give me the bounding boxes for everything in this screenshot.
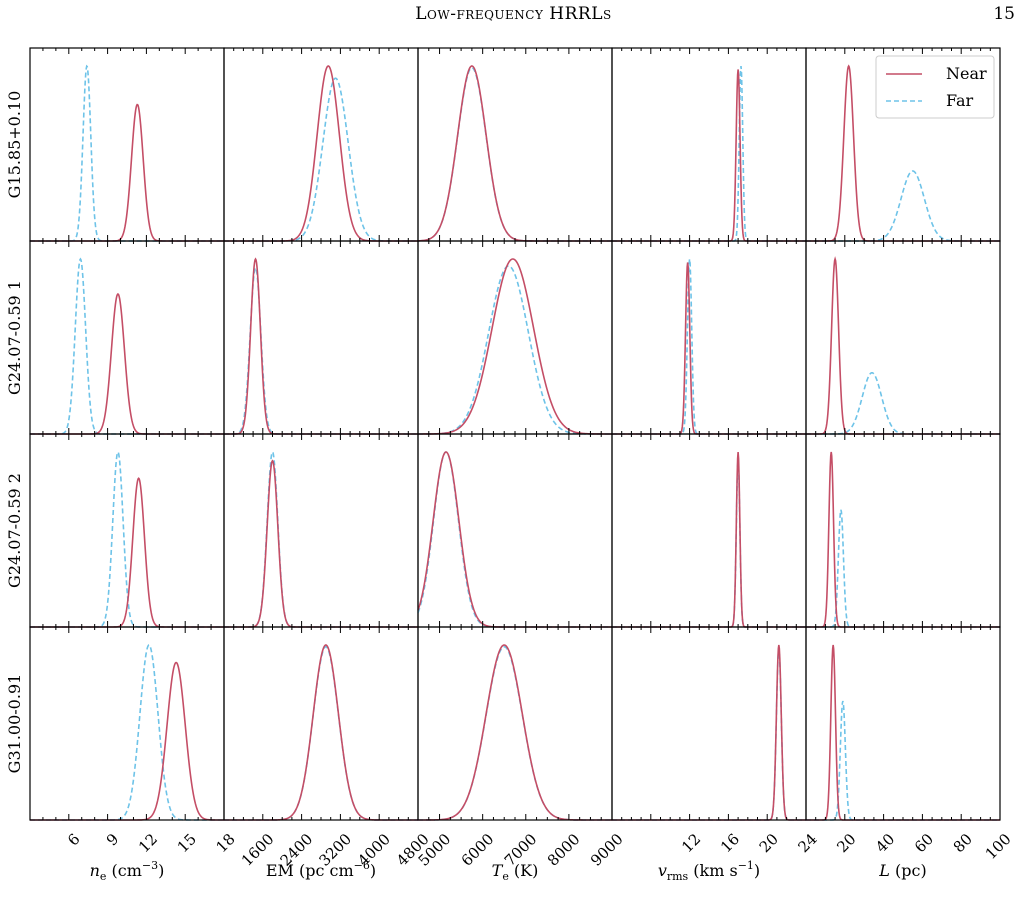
near-curve-1-vrms: [612, 262, 806, 435]
panel-2-em: [223, 433, 419, 628]
panel-frame: [417, 47, 613, 242]
panel-frame: [611, 47, 807, 242]
row-label-2: G24.07-0.59 2: [5, 473, 24, 588]
panel-frame: [611, 433, 807, 628]
far-curve-0-te: [417, 66, 612, 242]
near-curve-3-em: [224, 644, 418, 821]
panel-3-ne: [29, 626, 225, 821]
near-curve-2-em: [224, 459, 418, 628]
panel-frame: [417, 433, 613, 628]
legend-label-near: Near: [946, 64, 987, 83]
near-curve-0-te: [417, 65, 612, 242]
panel-frame: [417, 626, 613, 821]
panel-2-te: [417, 433, 613, 628]
panel-2-L: [805, 433, 1001, 628]
near-curve-0-ne: [30, 103, 224, 242]
page-header: Low-frequency HRRLs 15: [0, 0, 1027, 30]
far-curve-3-ne: [30, 644, 224, 821]
near-curve-3-vrms: [612, 644, 806, 821]
panel-3-L: [805, 626, 1001, 821]
x-axis-label-em: EM (pc cm−6): [266, 859, 376, 880]
tick-label-vrms-20: 20: [756, 830, 782, 856]
tick-label-L-60: 60: [911, 830, 937, 856]
panel-2-vrms: [611, 433, 807, 628]
panel-frame: [29, 240, 225, 435]
panel-frame: [29, 626, 225, 821]
near-curve-1-te: [417, 258, 612, 435]
near-curve-2-te: [417, 451, 612, 628]
tick-label-L-40: 40: [872, 830, 898, 856]
legend: Near Far: [875, 55, 995, 119]
tick-label-L-20: 20: [833, 830, 859, 856]
panel-1-ne: [29, 240, 225, 435]
x-axis-label-te: Te (K): [492, 861, 539, 883]
near-curve-3-ne: [30, 661, 224, 821]
far-curve-2-em: [224, 450, 418, 628]
near-curve-3-L: [806, 644, 1000, 821]
near-curve-0-vrms: [612, 69, 806, 242]
x-axis-label-L: L (pc): [878, 861, 926, 880]
tick-label-L-100: 100: [982, 830, 1015, 863]
panel-0-vrms: [611, 47, 807, 242]
panel-1-em: [223, 240, 419, 435]
panel-0-ne: [29, 47, 225, 242]
far-curve-2-te: [417, 451, 612, 628]
panel-frame: [805, 240, 1001, 435]
near-curve-1-ne: [30, 293, 224, 435]
far-curve-1-em: [224, 266, 418, 435]
near-curve-1-L: [806, 256, 1000, 435]
page-number: 15: [993, 4, 1015, 24]
panel-1-te: [417, 240, 613, 435]
legend-label-far: Far: [946, 91, 974, 110]
far-curve-3-em: [224, 645, 418, 821]
panel-0-em: [223, 47, 419, 242]
panel-1-L: [805, 240, 1001, 435]
tick-label-ne-6: 6: [64, 830, 83, 849]
near-curve-2-vrms: [612, 451, 806, 628]
tick-label-ne-15: 15: [174, 830, 200, 856]
far-curve-0-vrms: [612, 65, 806, 242]
row-label-1: G24.07-0.59 1: [5, 280, 24, 395]
far-curve-0-L: [806, 170, 1000, 242]
panel-2-ne: [29, 433, 225, 628]
near-curve-3-te: [418, 644, 612, 821]
x-axis-label-vrms: vrms (km s−1): [658, 859, 760, 883]
tick-label-vrms-24: 24: [795, 830, 821, 856]
tick-label-vrms-12: 12: [678, 830, 704, 856]
panel-3-te: [417, 626, 613, 821]
panel-1-vrms: [611, 240, 807, 435]
far-curve-1-vrms: [612, 258, 806, 435]
x-axis-label-ne: ne (cm−3): [90, 859, 165, 883]
running-title: Low-frequency HRRLs: [415, 4, 612, 24]
tick-label-te-8000: 8000: [544, 830, 584, 870]
near-curve-1-em: [224, 257, 418, 435]
tick-label-L-80: 80: [950, 830, 976, 856]
far-curve-1-ne: [30, 257, 224, 435]
near-curve-2-ne: [30, 477, 224, 628]
tick-label-ne-12: 12: [135, 830, 161, 856]
panel-3-em: [223, 626, 419, 821]
legend-box: [875, 55, 995, 119]
tick-label-ne-9: 9: [103, 830, 122, 849]
row-label-0: G15.85+0.10: [5, 91, 24, 199]
tick-label-te-9000: 9000: [587, 830, 627, 870]
panel-frame: [223, 47, 419, 242]
panel-3-vrms: [611, 626, 807, 821]
panel-frame: [417, 240, 613, 435]
panel-frame: [223, 433, 419, 628]
near-curve-2-L: [806, 451, 1000, 628]
panel-0-te: [417, 47, 613, 242]
far-curve-2-vrms: [612, 458, 806, 628]
panel-frame: [611, 240, 807, 435]
far-curve-1-L: [806, 371, 1000, 435]
tick-label-vrms-16: 16: [717, 830, 743, 856]
tick-label-ne-18: 18: [213, 830, 239, 856]
far-curve-1-te: [418, 265, 612, 435]
row-label-3: G31.00-0.91: [5, 674, 24, 774]
